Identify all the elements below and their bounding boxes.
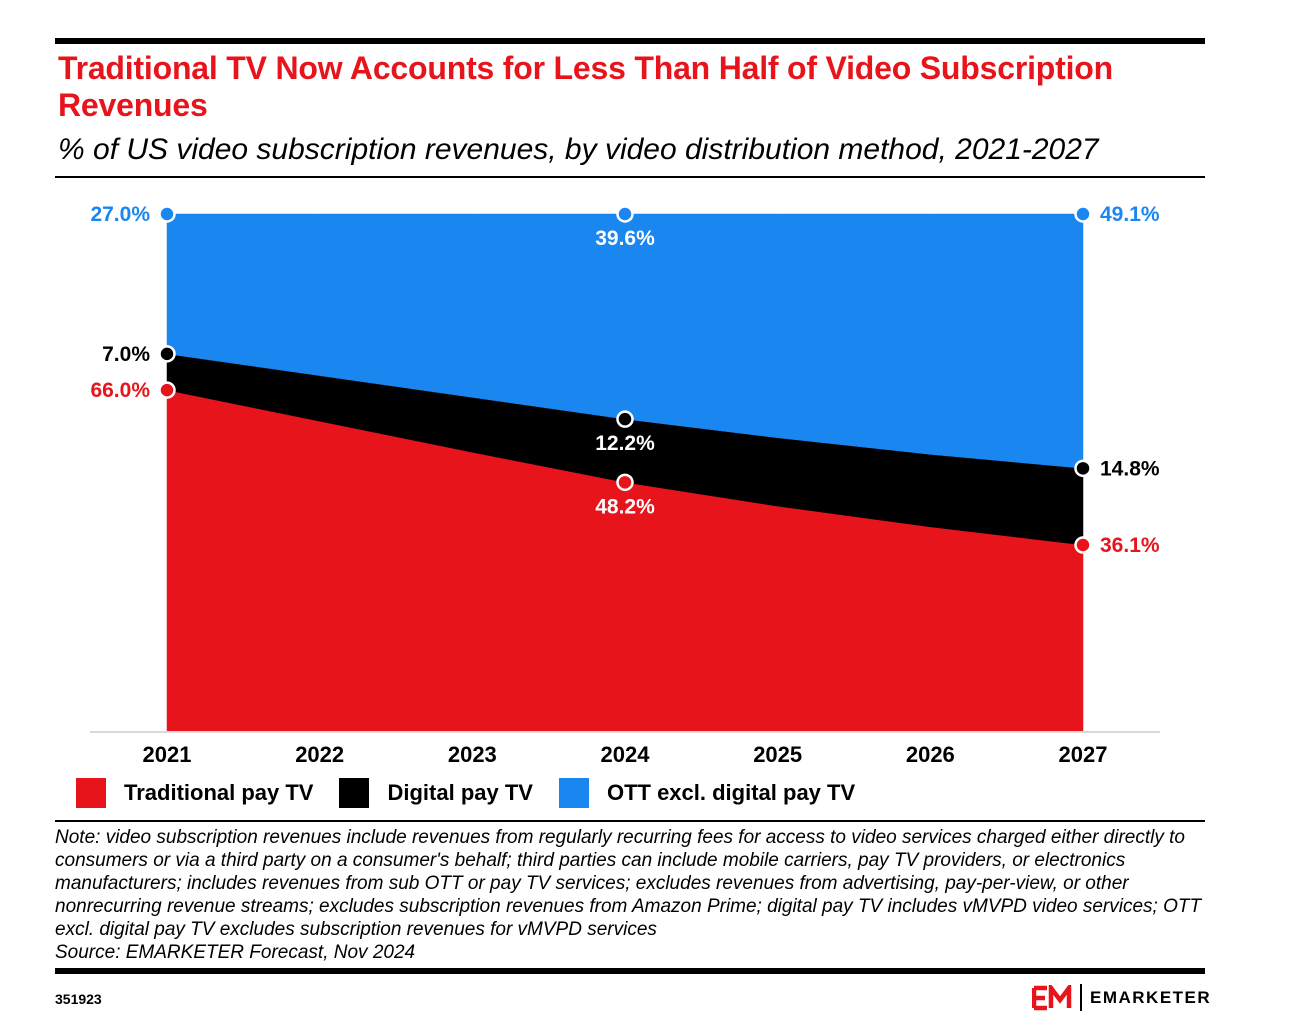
area-chart: 2021 2022 2023 2024 2025 2026 2027 66.0% 48.2% 36…	[90, 203, 1160, 767]
point-ott-excl-digital-pay-tv	[1074, 205, 1092, 223]
point-traditional-pay-tv	[158, 381, 176, 399]
top-rule	[55, 38, 1205, 44]
point-ott-excl-digital-pay-tv	[158, 205, 176, 223]
x-tick-label: 2026	[906, 742, 955, 767]
legend-swatch	[76, 778, 106, 808]
bottom-rule	[55, 968, 1205, 974]
data-label-traditional-pay-tv: 36.1%	[1100, 534, 1160, 557]
chart-source: Source: EMARKETER Forecast, Nov 2024	[55, 942, 416, 963]
data-label-ott-excl-digital-pay-tv: 27.0%	[90, 203, 150, 226]
brand-separator	[1080, 984, 1082, 1011]
x-tick-label: 2027	[1059, 742, 1108, 767]
point-traditional-pay-tv	[616, 473, 634, 492]
data-label-digital-pay-tv: 14.8%	[1100, 457, 1160, 480]
data-label-ott-excl-digital-pay-tv: 49.1%	[1100, 203, 1160, 226]
point-traditional-pay-tv	[1074, 536, 1092, 554]
legend-label: Traditional pay TV	[124, 780, 314, 805]
x-tick-label: 2024	[601, 742, 651, 767]
subtitle-rule	[55, 176, 1205, 178]
x-tick-label: 2025	[753, 742, 802, 767]
legend-swatch	[558, 778, 589, 808]
legend-item: Digital pay TV	[339, 778, 533, 808]
x-tick-label: 2022	[295, 742, 344, 767]
chart-id: 351923	[55, 991, 102, 1007]
emarketer-logo	[1032, 984, 1072, 1010]
legend-swatch	[339, 778, 370, 808]
note-rule	[55, 820, 1205, 822]
legend-label: Digital pay TV	[387, 780, 533, 805]
x-tick-label: 2023	[448, 742, 497, 767]
chart-title: Traditional TV Now Accounts for Less Tha…	[58, 50, 1113, 123]
data-label-traditional-pay-tv: 66.0%	[90, 379, 150, 402]
point-ott-excl-digital-pay-tv	[616, 205, 634, 223]
legend: Traditional pay TV Digital pay TV OTT excl…	[76, 778, 881, 808]
chart-subtitle: % of US video subscription revenues, by …	[58, 133, 1099, 166]
data-label-digital-pay-tv: 7.0%	[102, 343, 150, 366]
point-digital-pay-tv	[616, 410, 634, 428]
legend-label: OTT excl. digital pay TV	[606, 780, 856, 805]
data-label-ott-excl-digital-pay-tv: 39.6%	[595, 227, 655, 250]
legend-item: Traditional pay TV	[76, 778, 313, 808]
brand: EMARKETER	[1032, 984, 1211, 1011]
data-label-digital-pay-tv: 12.2%	[595, 432, 655, 455]
x-tick-label: 2021	[143, 742, 192, 767]
legend-item: OTT excl. digital pay TV	[558, 778, 856, 808]
data-label-traditional-pay-tv: 48.2%	[595, 495, 655, 518]
brand-name: EMARKETER	[1090, 987, 1212, 1007]
chart-note: Note: video subscription revenues includ…	[55, 827, 1202, 940]
point-digital-pay-tv	[1074, 459, 1092, 478]
point-digital-pay-tv	[158, 345, 176, 363]
